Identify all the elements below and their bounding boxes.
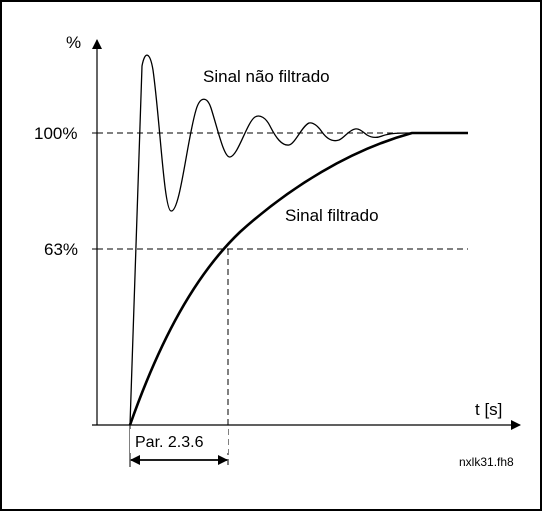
filtered-signal-label: Sinal filtrado (285, 206, 379, 225)
parameter-label-box (130, 429, 228, 453)
level-100-label: 100% (34, 124, 77, 143)
filtered-signal-curve (128, 131, 468, 426)
parameter-label: Par. 2.3.6 (135, 434, 204, 451)
file-tag: nxlk31.fh8 (459, 455, 514, 469)
x-axis-label: t [s] (475, 400, 502, 419)
y-axis-label: % (66, 33, 81, 52)
unfiltered-signal-label: Sinal não filtrado (203, 67, 330, 86)
unfiltered-signal-curve (129, 54, 468, 426)
level-63-label: 63% (44, 240, 78, 259)
